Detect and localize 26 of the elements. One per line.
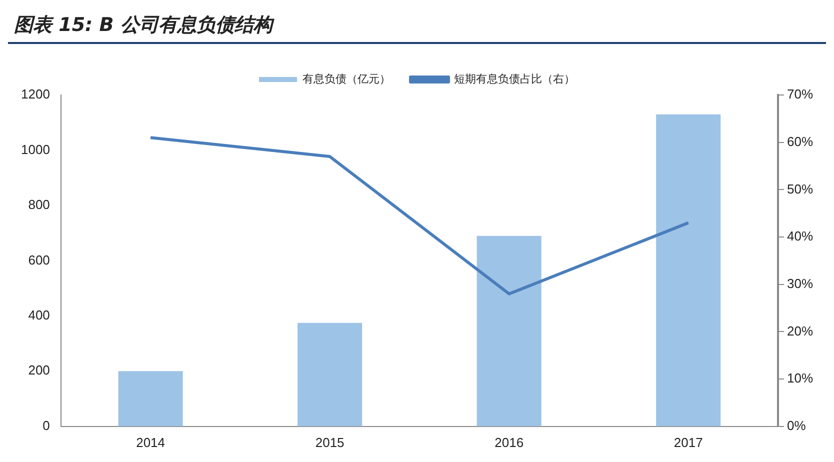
- y2-tick-label: 0%: [786, 418, 806, 433]
- y2-tick-label: 50%: [786, 181, 814, 196]
- bar: [118, 371, 183, 426]
- bar: [476, 236, 542, 426]
- bar: [298, 322, 362, 426]
- x-tick-label: 2017: [674, 434, 703, 450]
- y-tick-label: 1200: [21, 86, 50, 102]
- y-tick-label: 400: [28, 308, 50, 323]
- y-tick-label: 200: [28, 362, 50, 378]
- y2-tick-label: 70%: [786, 86, 814, 102]
- y-tick-label: 600: [28, 252, 50, 268]
- y-tick-label: 0: [42, 418, 50, 433]
- y2-tick-label: 10%: [786, 370, 814, 386]
- y-tick-label: 1000: [21, 142, 50, 157]
- y2-tick-label: 40%: [786, 228, 814, 244]
- x-tick-label: 2016: [494, 434, 524, 450]
- chart-title: 图表 15: B 公司有息负债结构: [8, 8, 826, 44]
- y2-tick-label: 60%: [786, 134, 814, 149]
- x-tick-label: 2014: [136, 434, 166, 450]
- y2-tick-label: 30%: [786, 276, 814, 291]
- legend-label: 有息负债（亿元）: [302, 72, 390, 86]
- y-tick-label: 800: [28, 197, 50, 212]
- x-tick-label: 2015: [315, 434, 344, 450]
- bar: [656, 114, 721, 426]
- y2-tick-label: 20%: [786, 323, 814, 338]
- legend-label: 短期有息负债占比（右）: [454, 72, 575, 86]
